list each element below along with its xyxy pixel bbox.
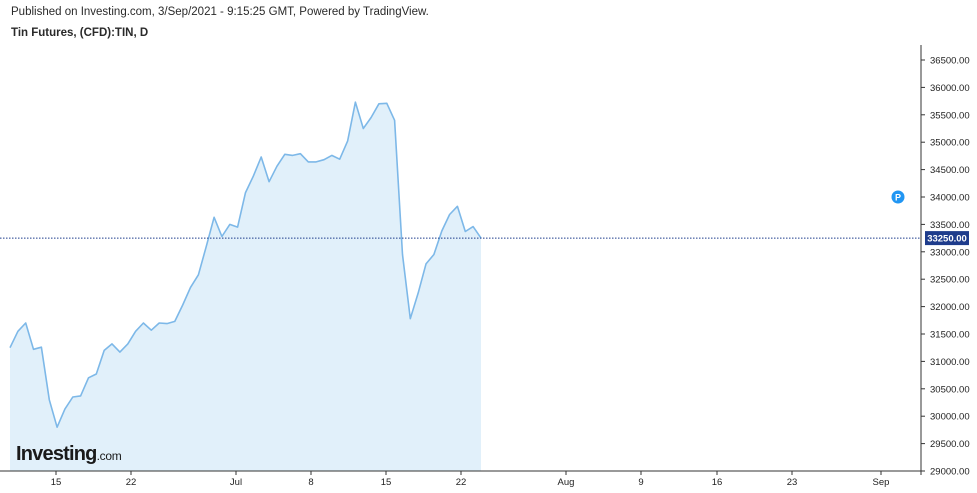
x-axis: 15 22 Jul 8 15 22 Aug 9 16 23 Sep — [51, 471, 890, 488]
y-tick-label: 36500.00 — [930, 56, 970, 67]
last-price-label: 33250.00 — [927, 234, 967, 245]
y-tick-label: 30000.00 — [930, 412, 970, 423]
investing-logo: Investing .com — [16, 443, 122, 466]
x-tick-label: 23 — [787, 477, 798, 488]
x-tick-label: 8 — [308, 477, 313, 488]
y-tick-label: 33000.00 — [930, 247, 970, 258]
y-tick-label: 31000.00 — [930, 357, 970, 368]
y-tick-label: 29000.00 — [930, 467, 970, 478]
y-tick-label: 35500.00 — [930, 110, 970, 121]
y-tick-label: 29500.00 — [930, 439, 970, 450]
marker-label: P — [895, 193, 901, 203]
y-tick-label: 31500.00 — [930, 330, 970, 341]
symbol-title: Tin Futures, (CFD):TIN, D — [11, 27, 149, 39]
y-tick-label: 30500.00 — [930, 384, 970, 395]
marker-circle — [891, 190, 905, 204]
x-tick-label: Aug — [558, 477, 575, 488]
x-tick-label: 22 — [456, 477, 467, 488]
x-tick-label: 22 — [126, 477, 137, 488]
logo-suffix: .com — [96, 449, 122, 463]
x-tick-label: 15 — [51, 477, 62, 488]
y-tick-label: 35000.00 — [930, 138, 970, 149]
x-tick-label: Jul — [230, 477, 242, 488]
last-price-box — [925, 231, 969, 246]
published-note: Published on Investing.com, 3/Sep/2021 -… — [11, 6, 429, 18]
x-tick-label: 16 — [712, 477, 723, 488]
logo-wordmark: Investing — [16, 443, 97, 465]
x-tick-label: 9 — [638, 477, 643, 488]
y-tick-label: 36000.00 — [930, 83, 970, 94]
y-tick-label: 32000.00 — [930, 302, 970, 313]
y-tick-label: 32500.00 — [930, 275, 970, 286]
x-tick-label: Sep — [873, 477, 890, 488]
price-line — [9, 101, 482, 429]
x-tick-label: 15 — [381, 477, 392, 488]
y-tick-label: 34500.00 — [930, 165, 970, 176]
y-tick-label: 33500.00 — [930, 220, 970, 231]
y-axis: 29000.00 29500.00 30000.00 30500.00 31000.00… — [921, 56, 970, 478]
area-fill — [10, 102, 481, 471]
y-tick-label: 34000.00 — [930, 193, 970, 204]
